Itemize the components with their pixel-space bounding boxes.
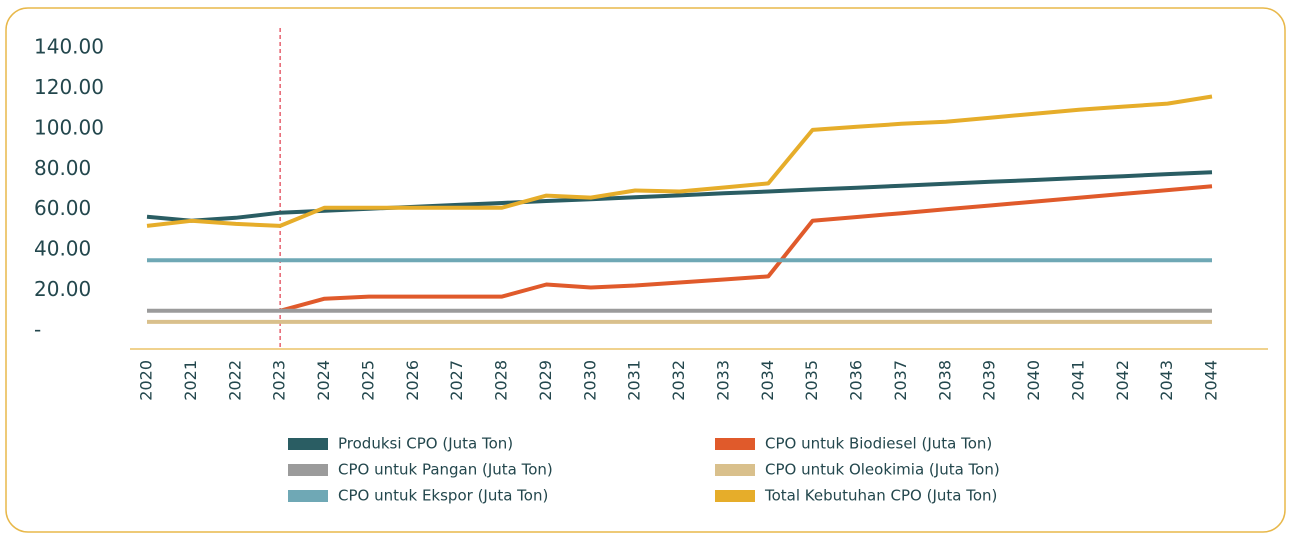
legend-swatch xyxy=(288,438,328,450)
x-tick-label: 2030 xyxy=(580,360,599,401)
y-tick-label: 20.00 xyxy=(34,277,91,301)
x-tick-label: 2037 xyxy=(891,360,910,401)
legend-swatch xyxy=(715,464,755,476)
y-tick-label: 80.00 xyxy=(34,156,91,180)
legend-label: Total Kebutuhan CPO (Juta Ton) xyxy=(764,487,997,505)
x-tick-label: 2028 xyxy=(492,360,511,401)
legend-label: CPO untuk Oleokimia (Juta Ton) xyxy=(765,461,1000,479)
x-tick-label: 2040 xyxy=(1024,360,1043,401)
x-tick-label: 2021 xyxy=(181,360,200,401)
y-tick-label: 120.00 xyxy=(34,75,104,99)
y-tick-label: 60.00 xyxy=(34,196,91,220)
legend-label: CPO untuk Pangan (Juta Ton) xyxy=(338,461,553,479)
x-tick-label: 2034 xyxy=(758,360,777,401)
x-tick-label: 2026 xyxy=(403,360,422,401)
series-line xyxy=(146,170,1213,223)
legend-label: Produksi CPO (Juta Ton) xyxy=(338,435,513,453)
x-tick-label: 2038 xyxy=(935,360,954,401)
y-tick-label: 40.00 xyxy=(34,237,91,261)
series-line xyxy=(279,184,1213,313)
x-tick-label: 2042 xyxy=(1113,360,1132,401)
x-tick-label: 2041 xyxy=(1068,360,1087,401)
series-line xyxy=(146,94,1213,228)
x-tick-label: 2025 xyxy=(358,360,377,401)
legend-swatch xyxy=(715,490,755,502)
x-tick-label: 2036 xyxy=(847,360,866,401)
x-tick-label: 2020 xyxy=(137,360,156,401)
x-tick-label: 2027 xyxy=(447,360,466,401)
legend-swatch xyxy=(288,464,328,476)
x-tick-label: 2033 xyxy=(713,360,732,401)
x-tick-label: 2029 xyxy=(536,360,555,401)
x-tick-label: 2024 xyxy=(314,360,333,401)
y-tick-label: 140.00 xyxy=(34,35,104,59)
x-tick-label: 2032 xyxy=(669,360,688,401)
legend-swatch xyxy=(288,490,328,502)
legend-label: CPO untuk Ekspor (Juta Ton) xyxy=(338,487,548,505)
x-tick-label: 2035 xyxy=(802,360,821,401)
x-tick-label: 2023 xyxy=(270,360,289,401)
y-tick-label: - xyxy=(34,318,41,342)
y-tick-label: 100.00 xyxy=(34,115,104,139)
x-tick-label: 2031 xyxy=(625,360,644,401)
x-tick-label: 2043 xyxy=(1157,360,1176,401)
frame xyxy=(5,7,1286,533)
x-tick-label: 2039 xyxy=(980,360,999,401)
legend-label: CPO untuk Biodiesel (Juta Ton) xyxy=(765,435,992,453)
x-tick-label: 2022 xyxy=(225,360,244,401)
legend-swatch xyxy=(715,438,755,450)
x-tick-label: 2044 xyxy=(1202,360,1221,401)
